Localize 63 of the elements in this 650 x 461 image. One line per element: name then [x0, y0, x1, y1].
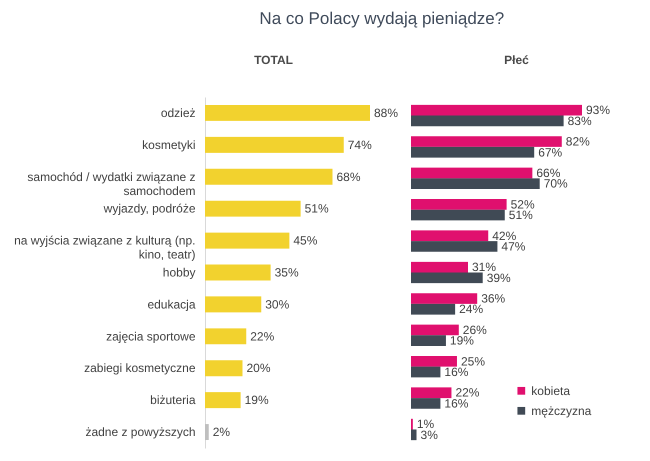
bar	[205, 200, 301, 217]
bar	[205, 264, 271, 280]
bar	[411, 262, 468, 272]
bar	[411, 304, 456, 315]
bar	[411, 178, 540, 189]
data-label: 20%	[246, 361, 271, 376]
bar	[411, 199, 507, 210]
data-label: 19%	[244, 393, 269, 408]
bar	[205, 392, 241, 408]
bar	[205, 296, 262, 312]
data-label: 36%	[481, 292, 506, 306]
bar	[411, 104, 582, 116]
bar	[411, 210, 505, 220]
data-label: 2%	[212, 425, 230, 440]
y-tick-label: samochód / wydatki związane z samochodem	[27, 170, 196, 198]
y-tick-label: żadne z powyższych	[85, 425, 196, 440]
y-tick-label: zabiegi kosmetyczne	[84, 361, 196, 376]
bar	[411, 387, 452, 398]
bar	[411, 230, 488, 242]
bar	[411, 335, 446, 346]
y-tick-label: hobby	[162, 266, 196, 280]
data-label: 24%	[459, 302, 484, 316]
data-label: 51%	[304, 202, 329, 216]
bar	[411, 398, 440, 409]
bar	[205, 104, 370, 121]
bar	[205, 424, 209, 440]
data-label: 68%	[336, 170, 361, 184]
bar	[205, 360, 242, 376]
bar	[411, 324, 459, 336]
chart-subtitle: TOTAL	[254, 53, 293, 67]
bar	[205, 168, 332, 185]
data-label: 74%	[348, 138, 372, 152]
bar	[411, 116, 564, 126]
y-tick-label: wyjazdy, podróże	[102, 202, 196, 216]
bar	[411, 146, 534, 158]
y-tick-label: zajęcia sportowe	[106, 329, 196, 344]
data-label: 30%	[265, 297, 290, 312]
bar	[411, 293, 478, 304]
data-label: 82%	[566, 134, 590, 149]
chart-subtitle: Płeć	[504, 53, 530, 67]
bar	[411, 168, 532, 178]
bar	[411, 272, 483, 284]
bar	[411, 136, 562, 147]
y-tick-label: na wyjścia związane z kulturą (np. kino, teatr)	[14, 234, 196, 262]
bar	[411, 366, 440, 378]
data-label: 67%	[538, 145, 563, 160]
bar	[411, 241, 498, 252]
data-label: 22%	[250, 329, 275, 344]
data-label: 88%	[374, 106, 398, 120]
chart-title: Na co Polacy wydają pieniądze?	[259, 9, 504, 28]
y-tick-label: kosmetyki	[142, 138, 196, 152]
data-label: 35%	[274, 266, 299, 280]
y-tick-label: edukacja	[147, 297, 196, 312]
bar	[205, 136, 344, 153]
y-tick-label: biżuteria	[150, 393, 196, 408]
bar	[205, 328, 246, 344]
legend-label: kobieta	[531, 384, 570, 398]
bar	[411, 356, 457, 367]
bar	[411, 429, 417, 440]
y-tick-label: odzież	[160, 106, 196, 120]
data-label: 45%	[293, 234, 318, 248]
legend-label: mężczyzna	[531, 404, 592, 418]
bar	[205, 232, 290, 249]
